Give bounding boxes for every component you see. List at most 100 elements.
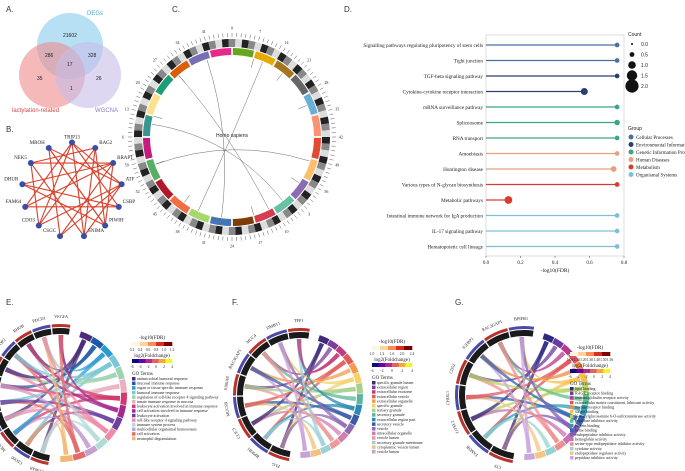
chord-gene-label: S100A8 bbox=[223, 376, 230, 391]
chord-ribbon bbox=[261, 351, 356, 402]
circos-tick-label: 24 bbox=[230, 244, 234, 249]
chord-term-legend-label: vesicle bbox=[377, 426, 388, 431]
circos-tick bbox=[325, 100, 330, 103]
chord-gene-label: VEGFA bbox=[54, 314, 69, 319]
chord-scale-tick: 1.56 bbox=[607, 358, 613, 362]
chord-scale-swatch bbox=[388, 346, 397, 350]
circos-band bbox=[145, 85, 156, 95]
chord-gene-label: CD300 bbox=[10, 455, 23, 466]
chord-gene-arc bbox=[252, 432, 272, 450]
chord-term-swatch bbox=[372, 417, 376, 422]
chord-fc-arc bbox=[249, 437, 269, 454]
circos-tick bbox=[297, 212, 301, 216]
circos-tick bbox=[329, 113, 334, 115]
chord-term-arc bbox=[79, 331, 93, 342]
chord-fc-swatch bbox=[590, 369, 597, 373]
chord-fc-swatch bbox=[603, 369, 611, 373]
lollipop-dot bbox=[614, 213, 620, 218]
chord-term-legend-label: endopeptidase regulator activity bbox=[575, 450, 626, 455]
chord-term-legend-label: leukocyte activation involved in immune … bbox=[137, 404, 218, 409]
circos-tick-label: 45 bbox=[153, 212, 157, 217]
chord-term-arc bbox=[348, 362, 359, 374]
chord-term-swatch bbox=[570, 414, 574, 419]
lollipop-dot bbox=[614, 58, 620, 63]
chord-fc-arc bbox=[465, 339, 485, 360]
circos-tick bbox=[319, 184, 324, 187]
circos-chromosome bbox=[303, 159, 318, 181]
chord-term-swatch bbox=[372, 394, 376, 399]
circos-band bbox=[148, 79, 160, 90]
circos-band bbox=[161, 64, 172, 75]
chord-term-legend-label: tertiary granule bbox=[377, 408, 402, 413]
circos-tick-label: 42 bbox=[339, 135, 343, 140]
circos-band bbox=[208, 40, 217, 50]
circos-chromosome bbox=[209, 216, 232, 226]
circos-band bbox=[137, 161, 148, 171]
group-legend-swatch bbox=[628, 134, 634, 140]
venn-count-lac-only: 35 bbox=[37, 76, 43, 82]
chord-ribbon bbox=[497, 341, 560, 444]
circos-band bbox=[166, 59, 177, 71]
lollipop-dot bbox=[614, 104, 620, 110]
circos-band bbox=[304, 79, 316, 90]
circos-band bbox=[253, 41, 263, 52]
circos-tick bbox=[186, 227, 189, 231]
chord-gene-arc bbox=[3, 427, 19, 445]
circos-tick bbox=[163, 212, 167, 216]
chord-fc-arc bbox=[233, 396, 241, 419]
circos-band bbox=[265, 46, 275, 57]
network-nodes: TRIP13 BAG2 BRAP1 ATF CSBP PIWIH SNIMA CSGC CDO3… bbox=[4, 136, 135, 240]
chord-gene-arc bbox=[52, 327, 70, 335]
chord-term-arc bbox=[356, 394, 363, 405]
chord-term-swatch bbox=[372, 390, 376, 394]
circos-band bbox=[282, 55, 293, 67]
circos-chromosome bbox=[146, 159, 161, 181]
circos-band bbox=[320, 149, 330, 158]
chord-gene-arc bbox=[17, 333, 35, 348]
network-edge bbox=[22, 183, 119, 208]
chord-gene-arc bbox=[33, 328, 52, 339]
network-node bbox=[45, 144, 52, 151]
circos-tick bbox=[182, 224, 185, 229]
chord-term-arc bbox=[579, 371, 588, 384]
chord-ribbon bbox=[519, 337, 532, 453]
chord-gene-arc bbox=[15, 440, 34, 456]
chord-ribbon bbox=[26, 342, 101, 443]
chord-fc-arc bbox=[233, 373, 240, 396]
chord-gene-arc bbox=[460, 409, 476, 433]
chord-term-swatch bbox=[372, 404, 376, 408]
group-legend-label: Metabolism bbox=[636, 166, 660, 171]
chord-term-legend-label: serine-type endopeptidase inhibitor acti… bbox=[575, 441, 644, 446]
chord-term-legend-label: heme binding bbox=[575, 427, 597, 432]
chord-term-swatch bbox=[132, 400, 136, 404]
count-legend-label: 0.0 bbox=[641, 42, 648, 48]
circos-tick bbox=[331, 150, 336, 152]
circos-band bbox=[259, 43, 269, 54]
network-edge bbox=[22, 183, 106, 227]
circos-tick bbox=[266, 230, 269, 235]
venn-count-degs-lac: 286 bbox=[45, 53, 54, 59]
network-edge bbox=[94, 147, 106, 226]
chord-fc-arc bbox=[266, 329, 288, 340]
chord-fc-swatch bbox=[158, 359, 166, 363]
lollipop-term-label: Hematopoietic cell lineage bbox=[427, 245, 483, 251]
lollipop-xtick-label: 0.4 bbox=[552, 261, 559, 266]
chord-ribbon bbox=[39, 339, 87, 453]
circos-link bbox=[206, 59, 225, 218]
lollipop-term-label: Amoebiasis bbox=[459, 152, 484, 158]
chord-fc-arc bbox=[287, 328, 310, 333]
chord-scale-swatch bbox=[380, 346, 389, 350]
circos-chromosome bbox=[232, 216, 255, 226]
chord-gene-arc bbox=[468, 342, 489, 364]
chord-fc-tick: 4 bbox=[411, 369, 413, 373]
circos-tick bbox=[297, 58, 301, 62]
circos-band bbox=[321, 123, 330, 131]
circos-chromosome bbox=[303, 93, 318, 115]
circos-tick bbox=[136, 176, 141, 179]
chord-term-legend-label: RAGE receptor binding bbox=[575, 391, 613, 396]
circos-tick bbox=[178, 47, 181, 52]
chord-term-legend-label: peptidase inhibitor activity bbox=[575, 455, 618, 460]
